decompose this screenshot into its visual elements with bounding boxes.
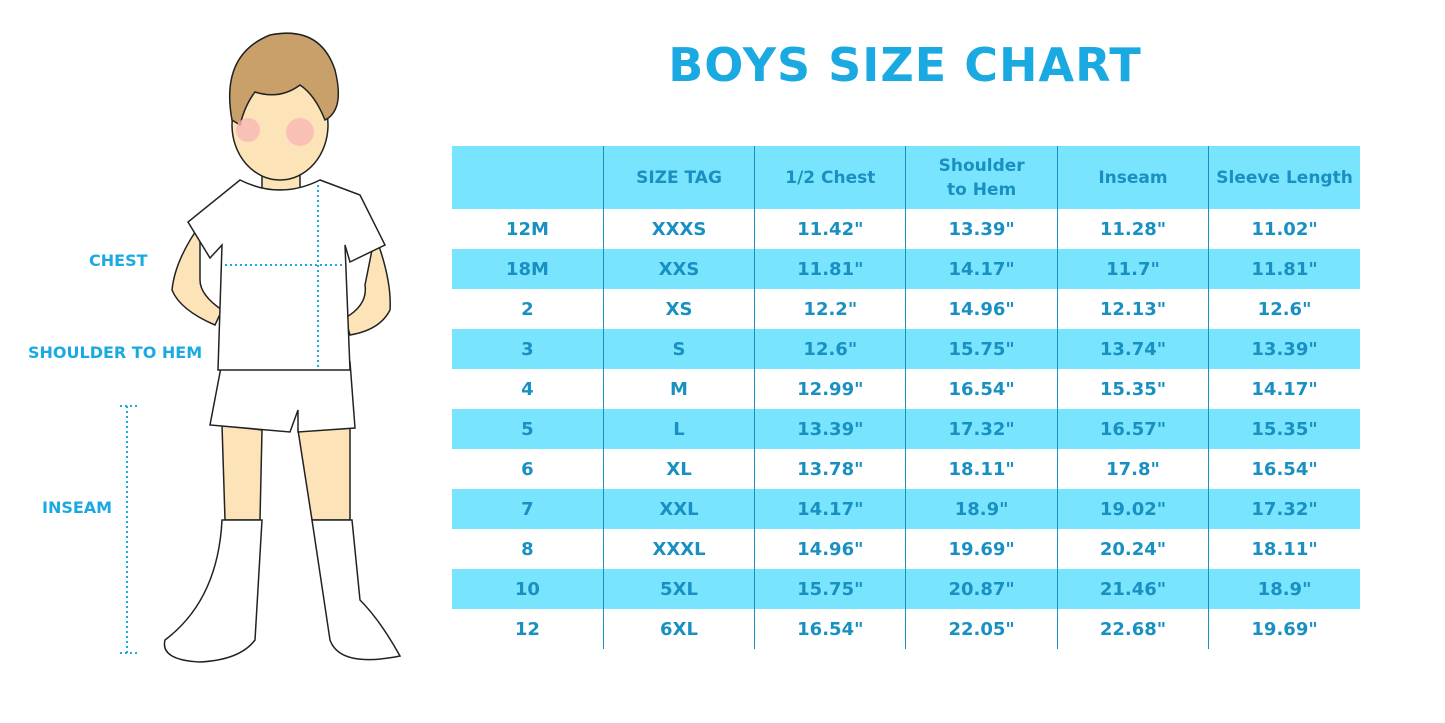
table-cell: 14.17" xyxy=(754,489,906,529)
table-cell: 3 xyxy=(452,329,604,369)
inseam-label: INSEAM xyxy=(42,498,113,517)
table-cell: 12M xyxy=(505,218,549,240)
table-cell: 2 xyxy=(521,298,534,320)
table-cell: 14.17" xyxy=(1208,369,1360,409)
table-cell: 19.02" xyxy=(1056,489,1209,529)
table-cell: 14.96" xyxy=(754,529,906,569)
table-cell: 15.35" xyxy=(1056,369,1209,409)
boy-illustration xyxy=(120,32,402,663)
table-cell: 12.13" xyxy=(1056,289,1209,329)
table-cell: 18.11" xyxy=(1208,529,1360,569)
table-cell: 11.81" xyxy=(1208,249,1360,289)
table-cell: 12.99" xyxy=(754,369,906,409)
table-row: 12 6XL 16.54" 22.05" 22.68" 19.69" xyxy=(452,609,1360,649)
table-cell: 22.05" xyxy=(905,609,1058,649)
table-cell: XL xyxy=(602,449,755,489)
table-cell: 22.68" xyxy=(1056,609,1209,649)
table-row: 7 XXL 14.17" 18.9" 19.02" 17.32" xyxy=(452,489,1360,529)
table-cell: 11.7" xyxy=(1056,249,1209,289)
table-cell: 18M xyxy=(452,249,604,289)
chest-label: CHEST xyxy=(89,251,148,270)
table-cell: 14.17" xyxy=(905,249,1058,289)
table-cell: 12.6" xyxy=(1208,289,1360,329)
table-cell: 5XL xyxy=(602,569,755,609)
table-row: 6 XL 13.78" 18.11" 17.8" 16.54" xyxy=(452,449,1360,489)
table-row: 8 XXXL 14.96" 19.69" 20.24" 18.11" xyxy=(452,529,1360,569)
table-cell: 16.54" xyxy=(754,609,906,649)
table-cell: 16.54" xyxy=(905,369,1058,409)
table-cell: XXXL xyxy=(602,529,755,569)
table-cell: 12.2" xyxy=(754,289,906,329)
table-cell: 16.54" xyxy=(1208,449,1360,489)
table-cell: 10 xyxy=(452,569,604,609)
table-row: 18M XXS 11.81" 14.17" 11.7" 11.81" xyxy=(452,249,1360,289)
table-cell: 11.81" xyxy=(754,249,906,289)
table-cell: 6 xyxy=(521,458,534,480)
table-cell: 17.8" xyxy=(1056,449,1209,489)
table-cell: 20.87" xyxy=(905,569,1058,609)
column-header: 1/2 Chest xyxy=(754,146,906,209)
table-cell: 15.35" xyxy=(1208,409,1360,449)
table-cell: 17.32" xyxy=(905,409,1058,449)
table-cell: 6XL xyxy=(602,609,755,649)
table-cell: 21.46" xyxy=(1056,569,1209,609)
column-header xyxy=(452,146,604,209)
table-cell: 14.96" xyxy=(905,289,1058,329)
table-cell: XXL xyxy=(602,489,755,529)
table-cell: 17.32" xyxy=(1208,489,1360,529)
table-cell: 11.02" xyxy=(1208,209,1360,249)
table-row: 2 XS 12.2" 14.96" 12.13" 12.6" xyxy=(452,289,1360,329)
table-cell: 11.28" xyxy=(1056,209,1209,249)
table-cell: 11.42" xyxy=(754,209,906,249)
table-cell: M xyxy=(602,369,755,409)
table-cell: 13.39" xyxy=(1208,329,1360,369)
table-cell: 7 xyxy=(452,489,604,529)
table-cell: 4 xyxy=(521,378,534,400)
table-cell: S xyxy=(602,329,755,369)
table-row: 4 M 12.99" 16.54" 15.35" 14.17" xyxy=(452,369,1360,409)
table-cell: 13.39" xyxy=(754,409,906,449)
table-row: 10 5XL 15.75" 20.87" 21.46" 18.9" xyxy=(452,569,1360,609)
table-cell: XS xyxy=(602,289,755,329)
table-cell: 16.57" xyxy=(1056,409,1209,449)
chart-title: BOYS SIZE CHART xyxy=(668,38,1142,92)
table-cell: 13.39" xyxy=(905,209,1058,249)
table-cell: XXXS xyxy=(602,209,755,249)
table-row: 3 S 12.6" 15.75" 13.74" 13.39" xyxy=(452,329,1360,369)
table-cell: XXS xyxy=(602,249,755,289)
table-cell: 15.75" xyxy=(754,569,906,609)
column-header: Sleeve Length xyxy=(1208,146,1360,209)
table-cell: 19.69" xyxy=(1208,609,1360,649)
shoulder-to-hem-label: SHOULDER TO HEM xyxy=(28,343,203,362)
size-table: SIZE TAG 1/2 Chest Shoulder to Hem Inseam Sl… xyxy=(452,146,1360,649)
table-cell: 18.11" xyxy=(905,449,1058,489)
table-cell: 12 xyxy=(514,618,540,640)
column-header: Shoulder to Hem xyxy=(905,146,1058,209)
header-row: SIZE TAG 1/2 Chest Shoulder to Hem Inseam Sl… xyxy=(452,146,1360,209)
table-cell: 12.6" xyxy=(754,329,906,369)
table-cell: 20.24" xyxy=(1056,529,1209,569)
column-header: Inseam xyxy=(1056,146,1209,209)
table-cell: 8 xyxy=(521,538,534,560)
table-cell: 18.9" xyxy=(905,489,1058,529)
table-cell: 19.69" xyxy=(905,529,1058,569)
table-cell: 15.75" xyxy=(905,329,1058,369)
table-cell: 13.78" xyxy=(754,449,906,489)
table-cell: 13.74" xyxy=(1056,329,1209,369)
table-row: 12M XXXS 11.42" 13.39" 11.28" 11.02" xyxy=(452,209,1360,249)
table-cell: 18.9" xyxy=(1208,569,1360,609)
table-cell: 5 xyxy=(452,409,604,449)
table-cell: L xyxy=(602,409,755,449)
column-header: SIZE TAG xyxy=(602,146,755,209)
table-row: 5 L 13.39" 17.32" 16.57" 15.35" xyxy=(452,409,1360,449)
